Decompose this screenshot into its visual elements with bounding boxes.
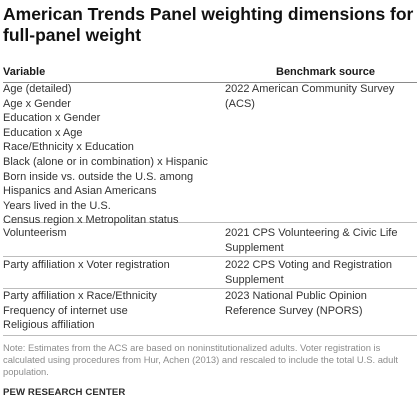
- variable-list: Age (detailed) Age x Gender Education x …: [3, 82, 223, 228]
- variable-list: Party affiliation x Race/Ethnicity Frequ…: [3, 289, 223, 333]
- footnote: Note: Estimates from the ACS are based o…: [3, 342, 399, 378]
- variable-list: Party affiliation x Voter registration: [3, 258, 223, 273]
- variable-item: Born inside vs. outside the U.S. among H…: [3, 170, 194, 198]
- variable-item: Party affiliation x Voter registration: [3, 259, 170, 271]
- variable-item: Race/Ethnicity x Education: [3, 141, 134, 154]
- variable-item: Frequency of internet use: [3, 304, 128, 317]
- source-credit: PEW RESEARCH CENTER: [3, 387, 126, 398]
- page-title: American Trends Panel weighting dimensio…: [3, 4, 414, 45]
- table-row-group-volunteering: Volunteerism 2021 CPS Volunteering & Civ…: [3, 226, 417, 257]
- table-row-group-npors: Party affiliation x Race/Ethnicity Frequ…: [3, 289, 417, 336]
- benchmark-source: 2021 CPS Volunteering & Civic Life Suppl…: [225, 227, 398, 254]
- variable-item: Age (detailed): [3, 83, 72, 95]
- benchmark-source: 2023 National Public Opinion Reference S…: [225, 290, 367, 317]
- variable-item: Party affiliation x Race/Ethnicity: [3, 290, 157, 302]
- variable-item: Black (alone or in combination) x Hispan…: [3, 155, 208, 168]
- source-column-header: Benchmark source: [276, 66, 376, 78]
- variable-item: Religious affiliation: [3, 319, 95, 332]
- variable-item: Census region x Metropolitan status: [3, 214, 179, 227]
- variable-item: Years lived in the U.S.: [3, 199, 111, 212]
- variable-item: Education x Age: [3, 126, 83, 139]
- benchmark-source: 2022 American Community Survey (ACS): [225, 83, 395, 110]
- table-header: Variable Benchmark source: [3, 66, 417, 83]
- variable-list: Volunteerism: [3, 226, 223, 241]
- variable-item: Age x Gender: [3, 97, 71, 110]
- variable-item: Volunteerism: [3, 227, 67, 239]
- variable-item: Education x Gender: [3, 112, 101, 125]
- benchmark-source: 2022 CPS Voting and Registration Supplem…: [225, 259, 392, 286]
- variable-column-header: Variable: [3, 66, 46, 78]
- table-row-group-voting: Party affiliation x Voter registration 2…: [3, 258, 417, 289]
- table-row-group-acs: Age (detailed) Age x Gender Education x …: [3, 82, 417, 226]
